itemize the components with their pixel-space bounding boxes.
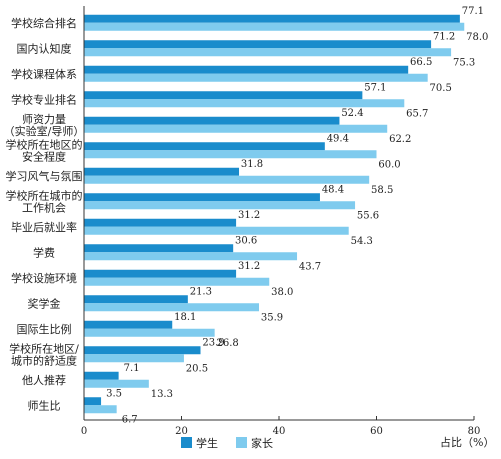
category-label-1: 国内认知度 xyxy=(17,41,72,55)
x-axis: 0 20 40 60 80 xyxy=(81,6,481,437)
x-tick-label-2: 40 xyxy=(273,426,286,437)
bar-student-3 xyxy=(84,91,363,100)
x-tick-label-3: 60 xyxy=(370,426,383,437)
bars-layer xyxy=(84,14,465,414)
category-label-11: 奖学金 xyxy=(28,296,61,310)
bar-parent-1 xyxy=(84,48,452,57)
value-label-student-13: 23.9 xyxy=(202,337,224,348)
bar-parent-4 xyxy=(84,124,388,133)
category-label-7: 学校所在城市的工作机会 xyxy=(6,188,83,214)
category-label-3: 学校专业排名 xyxy=(11,92,77,106)
value-label-parent-8: 54.3 xyxy=(351,236,373,247)
value-label-parent-13: 20.5 xyxy=(186,363,208,374)
value-label-parent-14: 13.3 xyxy=(151,389,173,400)
bar-student-2 xyxy=(84,65,409,74)
bar-parent-13 xyxy=(84,354,184,363)
value-label-student-3: 57.1 xyxy=(364,82,386,93)
value-label-parent-4: 62.2 xyxy=(389,134,411,145)
bar-student-0 xyxy=(84,14,460,23)
value-label-student-14: 7.1 xyxy=(124,363,140,374)
value-label-student-6: 31.8 xyxy=(241,159,263,170)
bar-student-8 xyxy=(84,218,237,227)
value-label-student-10: 31.2 xyxy=(238,261,260,272)
value-label-parent-11: 35.9 xyxy=(261,312,283,323)
x-tick-label-4: 80 xyxy=(468,426,481,437)
category-label-10: 学校设施环境 xyxy=(11,271,77,285)
category-label-14: 他人推荐 xyxy=(22,373,66,387)
value-labels-layer: 77.1 78.0 71.2 75.3 66.5 70.5 57.1 65.7 52.4 62.2… xyxy=(106,6,488,426)
category-label-13: 学校所在地区/城市的舒适度 xyxy=(9,341,79,367)
bar-parent-12 xyxy=(84,328,215,337)
bar-parent-10 xyxy=(84,277,270,286)
category-label-2: 学校课程体系 xyxy=(11,67,77,81)
value-label-student-15: 3.5 xyxy=(106,388,122,399)
bar-parent-5 xyxy=(84,150,377,159)
bar-parent-7 xyxy=(84,201,356,210)
bar-parent-2 xyxy=(84,73,428,82)
value-label-student-0: 77.1 xyxy=(462,6,484,17)
value-label-student-1: 71.2 xyxy=(433,31,455,42)
bar-student-12 xyxy=(84,320,173,329)
category-labels-layer: 学校综合排名国内认知度学校课程体系学校专业排名师资力量（实验室/导师）学校所在地… xyxy=(4,16,85,413)
bar-student-9 xyxy=(84,244,234,253)
category-label-9: 学费 xyxy=(33,245,55,259)
value-label-parent-2: 70.5 xyxy=(430,83,452,94)
legend-swatch-parent xyxy=(236,437,247,448)
value-label-parent-0: 78.0 xyxy=(466,32,488,43)
value-label-student-5: 49.4 xyxy=(327,133,349,144)
legend: 学生 家长 xyxy=(181,436,273,450)
value-label-student-4: 52.4 xyxy=(341,108,363,119)
value-label-student-2: 66.5 xyxy=(410,57,432,68)
value-label-parent-3: 65.7 xyxy=(406,108,428,119)
value-label-parent-6: 58.5 xyxy=(371,185,393,196)
value-label-student-8: 31.2 xyxy=(238,210,260,221)
category-label-0: 学校综合排名 xyxy=(11,16,77,30)
bar-student-15 xyxy=(84,397,102,406)
bar-parent-9 xyxy=(84,252,298,261)
legend-label-parent: 家长 xyxy=(251,436,273,450)
bar-parent-14 xyxy=(84,379,149,388)
value-label-parent-12: 26.8 xyxy=(217,338,239,349)
legend-swatch-student xyxy=(181,437,192,448)
bar-parent-11 xyxy=(84,303,260,312)
value-label-student-9: 30.6 xyxy=(235,235,257,246)
category-label-8: 毕业后就业率 xyxy=(11,220,77,234)
bar-student-4 xyxy=(84,116,340,125)
x-tick-label-0: 0 xyxy=(81,426,87,437)
value-label-parent-10: 38.0 xyxy=(271,287,293,298)
bar-parent-6 xyxy=(84,175,370,184)
x-axis-title: 占比（%） xyxy=(440,435,494,449)
category-label-5: 学校所在地区的安全程度 xyxy=(6,137,83,163)
bar-parent-15 xyxy=(84,405,117,414)
value-label-parent-5: 60.0 xyxy=(378,159,400,170)
bar-parent-3 xyxy=(84,99,405,108)
bar-student-10 xyxy=(84,269,237,278)
bar-student-6 xyxy=(84,167,240,176)
bar-student-11 xyxy=(84,295,188,304)
legend-label-student: 学生 xyxy=(196,436,218,450)
value-label-student-11: 21.3 xyxy=(190,286,212,297)
bar-student-1 xyxy=(84,40,432,49)
bar-student-5 xyxy=(84,142,325,151)
value-label-student-7: 48.4 xyxy=(322,184,344,195)
category-label-6: 学习风气与氛围 xyxy=(6,169,83,183)
bar-parent-0 xyxy=(84,22,465,31)
category-label-15: 师生比 xyxy=(28,398,61,412)
bar-student-14 xyxy=(84,371,119,380)
category-label-4: 师资力量（实验室/导师） xyxy=(4,113,85,138)
x-tick-label-1: 20 xyxy=(175,426,188,437)
bar-parent-8 xyxy=(84,226,349,235)
bar-student-13 xyxy=(84,346,201,355)
value-label-parent-1: 75.3 xyxy=(453,57,475,68)
value-label-parent-9: 43.7 xyxy=(299,261,321,272)
value-label-student-12: 18.1 xyxy=(174,312,196,323)
bar-student-7 xyxy=(84,193,320,202)
value-label-parent-7: 55.6 xyxy=(357,210,379,221)
category-label-12: 国际生比例 xyxy=(17,322,72,336)
